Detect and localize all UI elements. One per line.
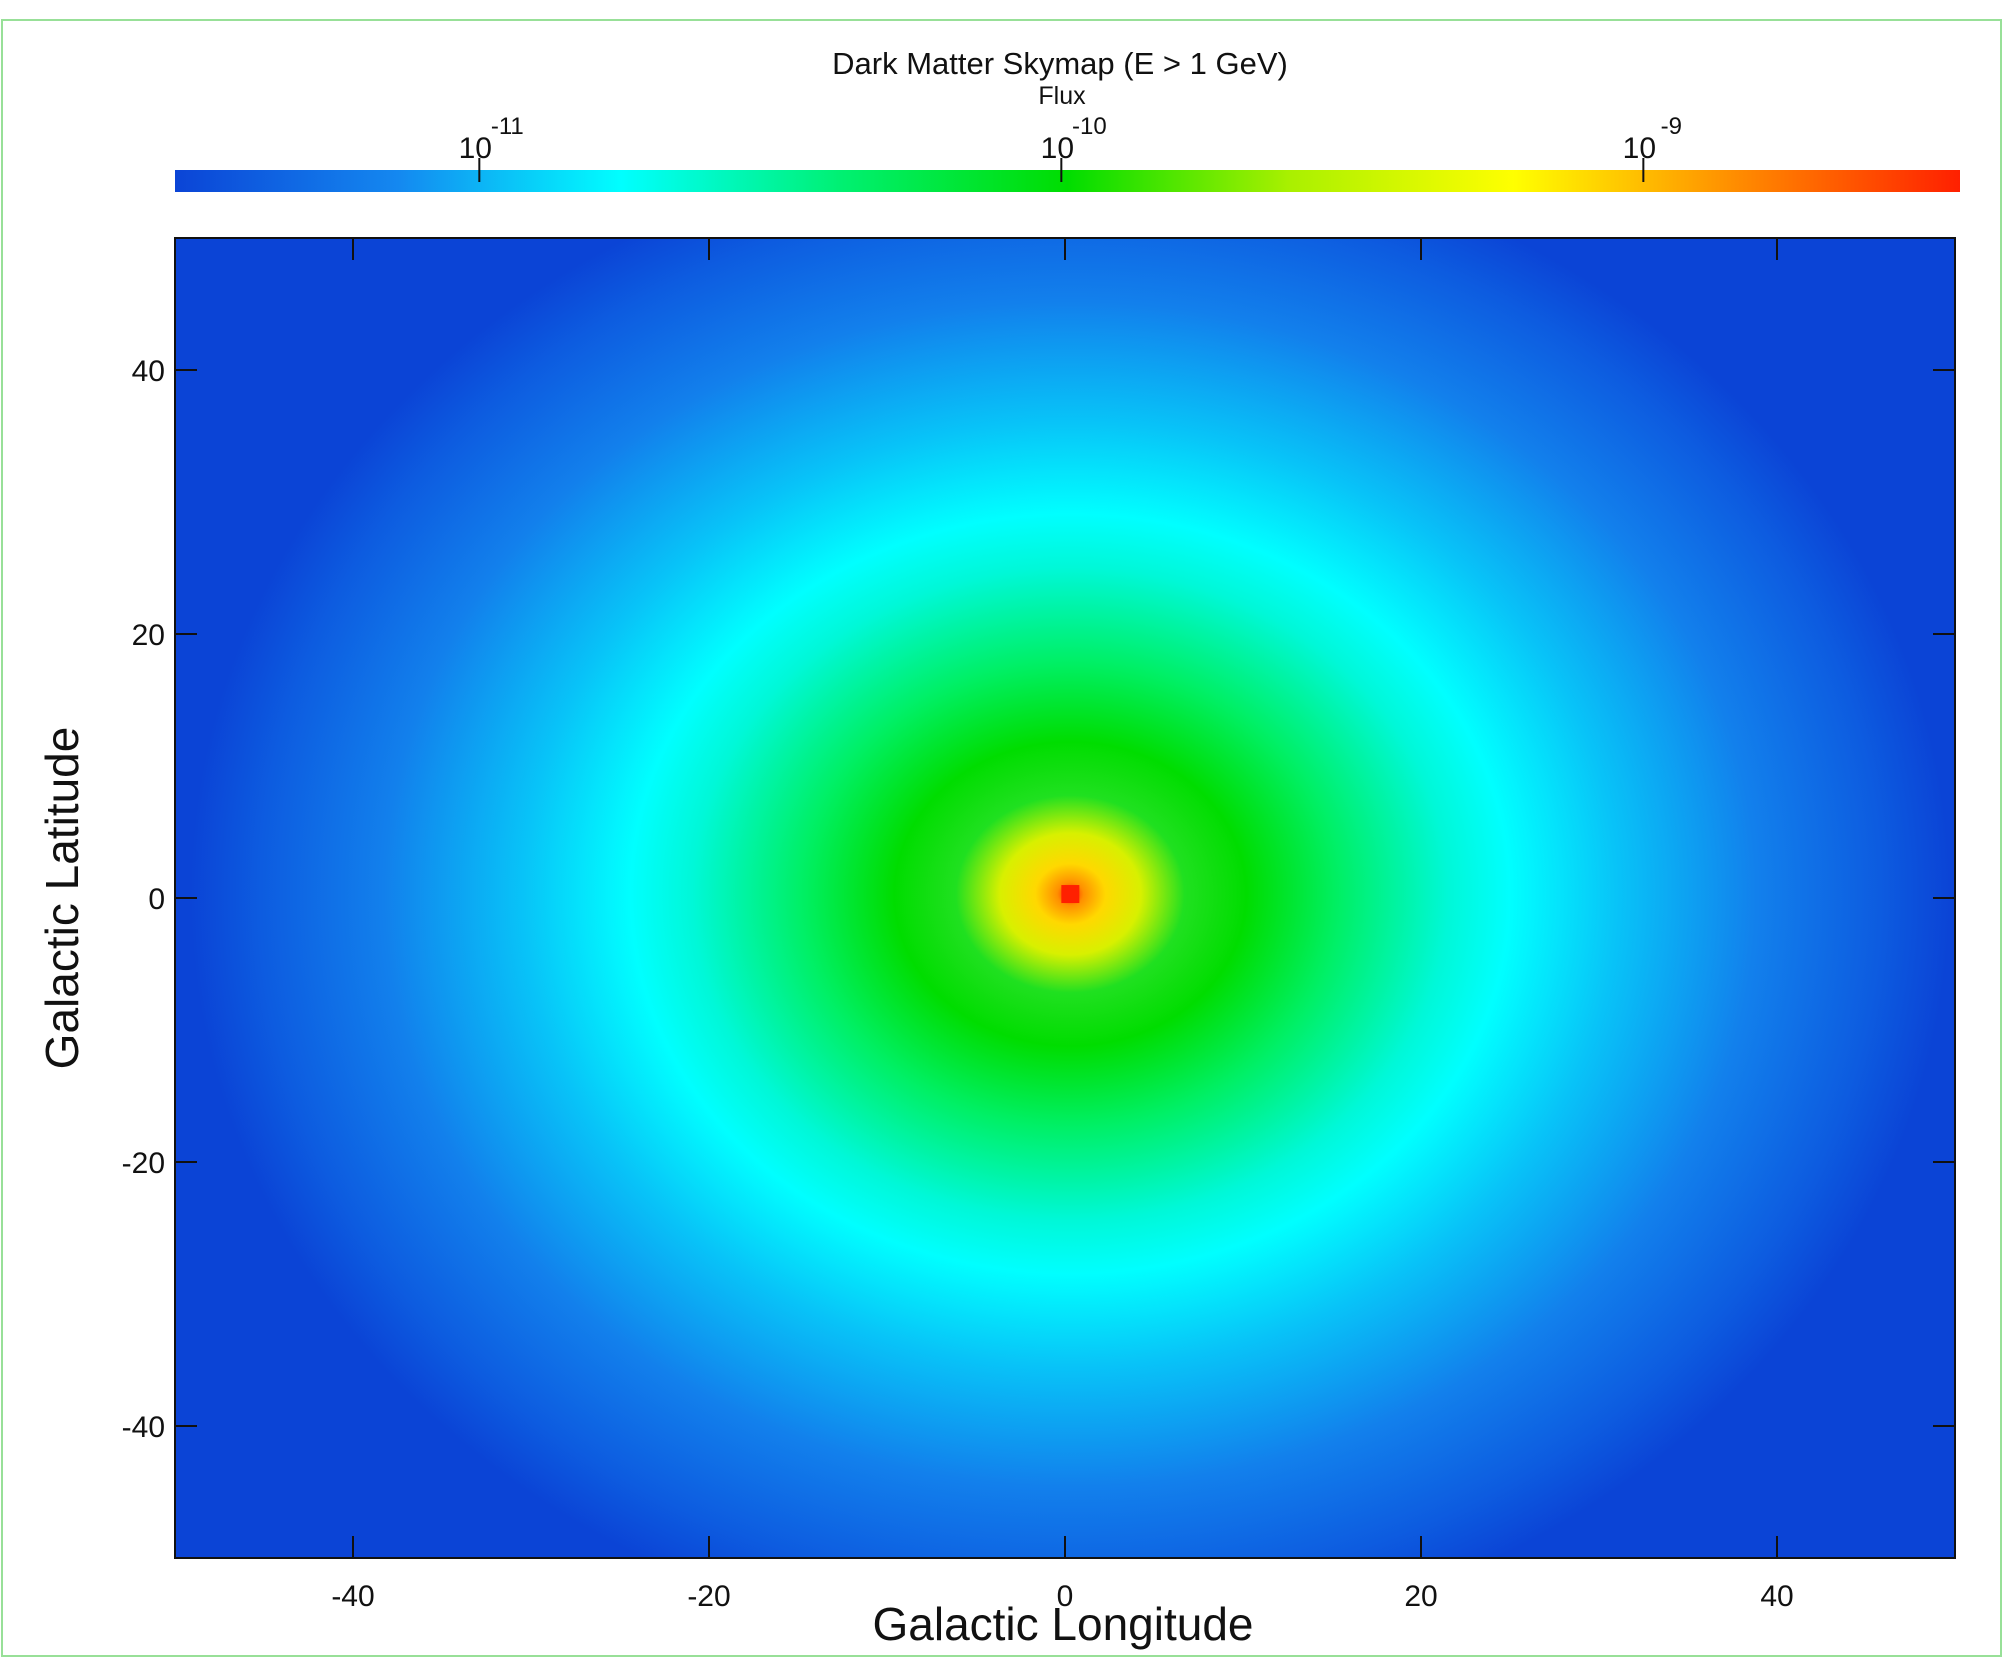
- colorbar-tick-exponent-2: -9: [1661, 113, 1682, 140]
- x-tick-label-4: 40: [1760, 1580, 1793, 1613]
- colorbar-tick-exponent-0: -11: [491, 113, 524, 140]
- heatmap-peak: [1061, 885, 1080, 904]
- y-tick-label-1: 20: [132, 619, 165, 652]
- y-tick-label-3: -20: [122, 1147, 165, 1180]
- x-axis-label: Galactic Longitude: [872, 1598, 1253, 1650]
- x-tick-label-1: -20: [687, 1580, 730, 1613]
- y-tick-label-0: 40: [132, 355, 165, 388]
- figure-border: [1, 19, 2002, 1657]
- x-tick-label-2: 0: [1057, 1580, 1074, 1613]
- colorbar-tick-label-1: 10: [1041, 132, 1074, 165]
- colorbar-tick-exponent-1: -10: [1072, 113, 1107, 140]
- y-tick-label-4: -40: [122, 1411, 165, 1444]
- colorbar: [175, 170, 1960, 192]
- y-tick-label-2: 0: [148, 883, 165, 916]
- y-axis-ticks: 40 20 0 -20 -40: [122, 355, 1955, 1444]
- x-tick-label-0: -40: [331, 1580, 374, 1613]
- colorbar-tick-label-2: 10: [1623, 132, 1656, 165]
- x-axis-ticks: -40 -20 0 20 40: [331, 238, 1794, 1613]
- colorbar-label: Flux: [1038, 82, 1086, 110]
- y-axis-label: Galactic Latitude: [36, 727, 88, 1070]
- chart-title: Dark Matter Skymap (E > 1 GeV): [832, 46, 1288, 81]
- colorbar-tick-label-0: 10: [459, 132, 492, 165]
- x-tick-label-3: 20: [1404, 1580, 1437, 1613]
